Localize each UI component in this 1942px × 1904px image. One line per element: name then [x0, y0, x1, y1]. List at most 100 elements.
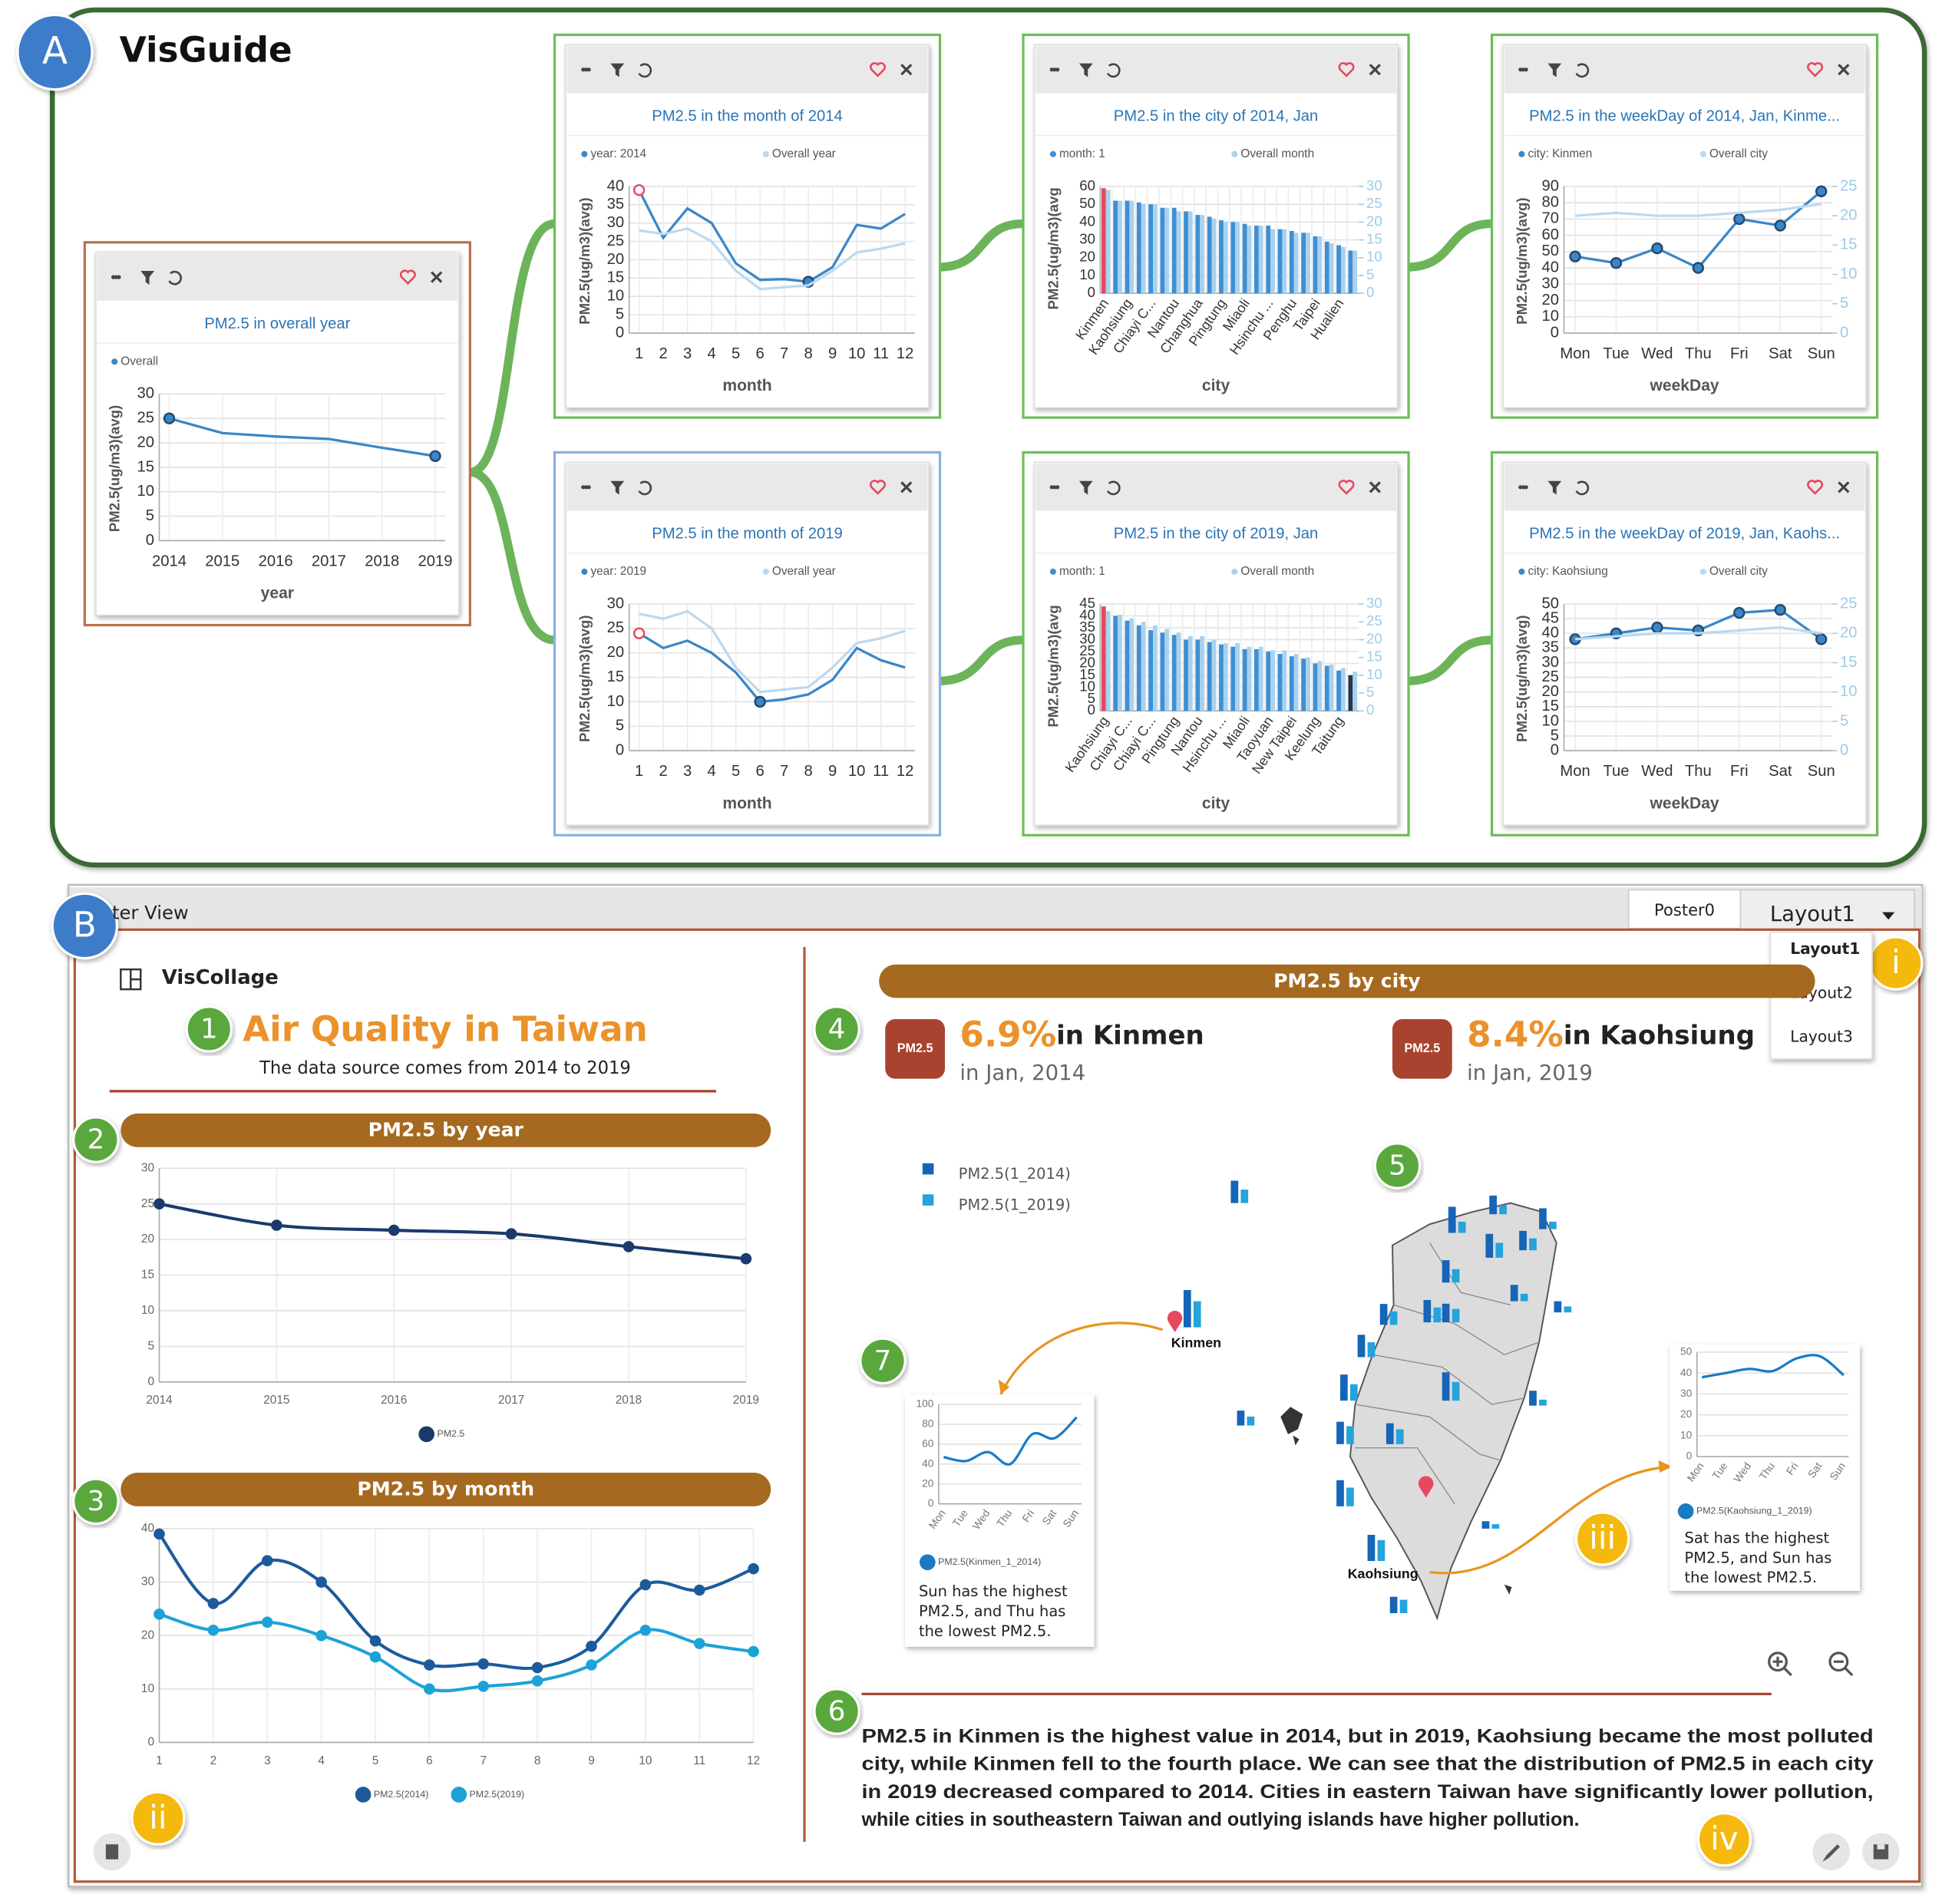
y-tick-label: 0 [1551, 741, 1559, 758]
close-icon[interactable] [900, 64, 913, 76]
filter-icon[interactable] [1547, 63, 1562, 78]
more-icon[interactable] [1524, 68, 1528, 72]
y-tick-label: 30 [607, 214, 625, 231]
heart-icon[interactable] [1807, 62, 1824, 78]
more-icon[interactable] [1521, 485, 1526, 490]
more-icon[interactable] [1521, 68, 1526, 72]
badge [16, 13, 94, 91]
x-tick-label: 2019 [418, 553, 453, 569]
y-tick-label: 100 [916, 1398, 933, 1410]
marked-point [1733, 213, 1745, 226]
undo-icon[interactable] [1106, 63, 1121, 78]
heart-icon[interactable] [870, 62, 887, 78]
more-icon[interactable] [114, 275, 118, 279]
more-icon[interactable] [1049, 485, 1054, 490]
filter-icon[interactable] [1078, 480, 1093, 495]
heart-icon[interactable] [1338, 62, 1355, 78]
y-tick-label: 0 [1551, 324, 1559, 341]
filter-icon[interactable] [1547, 480, 1562, 495]
more-icon[interactable] [1052, 485, 1057, 490]
close-icon[interactable] [900, 481, 913, 493]
y-tick-label: 25 [1079, 642, 1095, 658]
more-icon[interactable] [1052, 68, 1057, 72]
point [315, 1629, 327, 1642]
heart-icon[interactable] [1807, 480, 1824, 495]
undo-icon[interactable] [638, 480, 652, 496]
map-bar [1247, 1416, 1255, 1426]
undo-icon[interactable] [168, 270, 182, 285]
bar [1148, 630, 1154, 711]
undo-icon[interactable] [1575, 480, 1590, 496]
toolbar-buttons[interactable] [93, 1833, 1900, 1871]
more-icon[interactable] [581, 485, 586, 490]
badge-label: 5 [1389, 1150, 1406, 1182]
card-toolbar [1504, 45, 1865, 94]
close-icon[interactable] [1369, 481, 1381, 493]
more-icon[interactable] [581, 68, 586, 72]
insight-caption: PM2.5, and Sun has [1685, 1549, 1832, 1566]
filter-icon[interactable] [610, 480, 625, 495]
badge [185, 1005, 233, 1053]
marked-point [1692, 262, 1705, 274]
marked-point [1733, 606, 1745, 619]
y2-tick-label: 0 [1366, 701, 1374, 718]
filter-icon[interactable] [610, 63, 625, 78]
more-icon[interactable] [1055, 68, 1060, 72]
layout-option[interactable]: Layout1 [1790, 939, 1860, 958]
point [748, 1645, 759, 1658]
taiwan-map[interactable] [1349, 1202, 1557, 1621]
filter-icon[interactable] [140, 271, 155, 285]
badge-label: ii [149, 1798, 167, 1836]
close-icon[interactable] [1369, 64, 1381, 76]
marked-point [1774, 219, 1786, 232]
bar [1176, 211, 1181, 294]
bar [1301, 658, 1306, 711]
y-tick-label: 0 [616, 324, 624, 341]
more-icon[interactable] [1524, 485, 1528, 490]
card-title: PM2.5 in the weekDay of 2014, Jan, Kinme… [1529, 108, 1840, 125]
y-tick-label: 80 [922, 1418, 934, 1430]
layout-select[interactable] [1739, 889, 1915, 931]
more-icon[interactable] [1049, 68, 1054, 72]
layout-option[interactable]: Layout3 [1790, 1028, 1853, 1046]
close-icon[interactable] [431, 271, 443, 283]
badge [813, 1688, 860, 1735]
heart-icon[interactable] [399, 269, 416, 285]
stat-icon [1392, 1018, 1452, 1079]
bar [1211, 218, 1217, 294]
x-tick-label: 8 [534, 1754, 541, 1767]
heart-icon[interactable] [870, 480, 887, 495]
x-tick-label: 1 [156, 1754, 163, 1767]
close-icon[interactable] [1838, 481, 1850, 493]
undo-icon[interactable] [1106, 480, 1121, 496]
map-bar [1193, 1301, 1201, 1328]
zoom-controls[interactable] [1768, 1652, 1854, 1677]
bar [1230, 222, 1236, 294]
poster-tab[interactable] [1627, 889, 1742, 929]
filter-icon[interactable] [1078, 63, 1093, 78]
more-icon[interactable] [583, 485, 589, 490]
more-icon[interactable] [117, 275, 121, 279]
more-icon[interactable] [583, 68, 589, 72]
more-icon[interactable] [111, 275, 116, 279]
more-icon[interactable] [586, 485, 591, 490]
close-icon[interactable] [1838, 64, 1850, 76]
y2-tick-label: 25 [1366, 195, 1382, 211]
stat-place: in Kaohsiung [1564, 1020, 1755, 1051]
legend-label: year: 2014 [590, 147, 646, 160]
more-icon[interactable] [1518, 68, 1523, 72]
x-axis-title: month [722, 377, 771, 394]
more-icon[interactable] [1055, 485, 1060, 490]
y-tick-label: 10 [1541, 308, 1559, 325]
more-icon[interactable] [1518, 485, 1523, 490]
section-heading-label: PM2.5 by month [357, 1478, 534, 1500]
map-bar [1377, 1539, 1385, 1562]
bar [1105, 611, 1111, 711]
y-tick-label: 25 [137, 410, 155, 427]
heart-icon[interactable] [1338, 480, 1355, 495]
y-tick-label: 35 [1079, 619, 1095, 635]
bar [1317, 661, 1323, 711]
more-icon[interactable] [586, 68, 591, 72]
undo-icon[interactable] [638, 63, 652, 78]
undo-icon[interactable] [1575, 63, 1590, 78]
